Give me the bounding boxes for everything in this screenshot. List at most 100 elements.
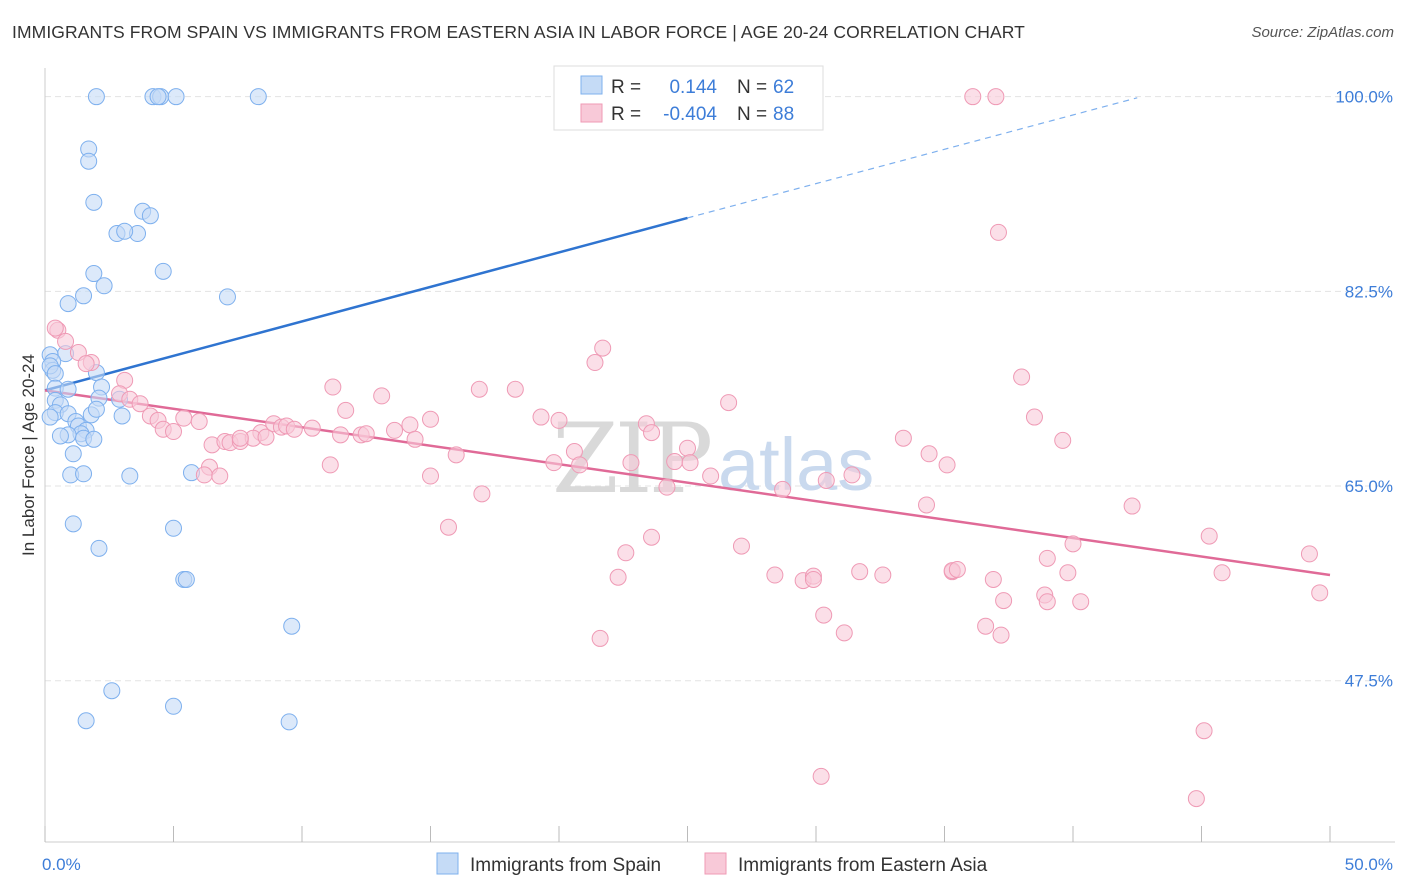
watermark-atlas: atlas — [718, 423, 874, 506]
point-eastern-asia — [439, 518, 457, 536]
x-tick-label-min: 0.0% — [42, 855, 81, 874]
point-eastern-asia — [984, 570, 1002, 588]
point-eastern-asia — [175, 409, 193, 427]
point-spain — [85, 265, 103, 283]
point-spain — [283, 617, 301, 635]
y-axis-label: In Labor Force | Age 20-24 — [19, 354, 38, 556]
point-spain — [41, 408, 59, 426]
point-eastern-asia — [406, 430, 424, 448]
point-eastern-asia — [643, 528, 661, 546]
point-spain — [64, 445, 82, 463]
point-spain — [280, 713, 298, 731]
point-spain — [85, 193, 103, 211]
legend-n-label-1: N = — [737, 77, 767, 98]
point-eastern-asia — [874, 566, 892, 584]
point-eastern-asia — [324, 378, 342, 396]
legend-swatch-spain — [580, 75, 603, 95]
point-spain — [85, 430, 103, 448]
point-eastern-asia — [817, 471, 835, 489]
point-eastern-asia — [332, 426, 350, 444]
point-eastern-asia — [77, 355, 95, 373]
point-spain — [167, 88, 185, 106]
point-eastern-asia — [938, 456, 956, 474]
point-eastern-asia — [894, 429, 912, 447]
chart-title: IMMIGRANTS FROM SPAIN VS IMMIGRANTS FROM… — [12, 22, 1025, 42]
point-eastern-asia — [1187, 790, 1205, 808]
point-spain — [165, 697, 182, 715]
point-eastern-asia — [285, 420, 303, 438]
point-eastern-asia — [766, 566, 784, 584]
point-eastern-asia — [622, 454, 640, 472]
point-spain — [80, 152, 98, 170]
point-eastern-asia — [609, 568, 627, 586]
point-spain — [77, 712, 95, 730]
bottom-legend-swatch-eastern-asia — [704, 852, 727, 875]
point-eastern-asia — [1213, 564, 1231, 582]
legend-n-value-2: 88 — [773, 104, 794, 125]
data-points — [41, 88, 1329, 808]
point-eastern-asia — [591, 629, 609, 647]
point-eastern-asia — [1072, 593, 1090, 611]
axes — [44, 68, 1395, 843]
point-spain — [218, 288, 236, 306]
y-tick-labels: 100.0% 82.5% 65.0% 47.5% — [1335, 88, 1393, 691]
point-eastern-asia — [679, 439, 696, 457]
point-eastern-asia — [995, 592, 1013, 610]
point-eastern-asia — [1054, 431, 1072, 449]
point-spain — [116, 222, 134, 240]
point-spain — [177, 570, 195, 588]
point-eastern-asia — [948, 560, 966, 578]
legend-n-label-2: N = — [737, 104, 767, 125]
point-eastern-asia — [373, 387, 391, 405]
point-eastern-asia — [1311, 584, 1329, 602]
point-eastern-asia — [422, 467, 439, 485]
point-spain — [149, 88, 167, 106]
point-eastern-asia — [1195, 722, 1213, 740]
stats-legend: R = 0.144 N = 62 R = -0.404 N = 88 — [553, 65, 824, 131]
point-eastern-asia — [804, 570, 822, 588]
y-tick-label: 100.0% — [1335, 88, 1393, 107]
legend-r-label-2: R = — [611, 104, 641, 125]
point-eastern-asia — [918, 496, 936, 514]
legend-swatch-eastern-asia — [580, 103, 603, 123]
point-spain — [90, 539, 108, 557]
point-eastern-asia — [812, 767, 830, 785]
point-eastern-asia — [732, 537, 750, 555]
point-eastern-asia — [506, 380, 524, 398]
point-eastern-asia — [702, 467, 720, 485]
point-eastern-asia — [386, 421, 404, 439]
point-eastern-asia — [1200, 527, 1218, 545]
watermark: ZIP atlas — [552, 403, 874, 515]
point-spain — [59, 380, 77, 398]
y-tick-label: 47.5% — [1345, 672, 1393, 691]
point-eastern-asia — [470, 380, 488, 398]
point-eastern-asia — [594, 339, 612, 357]
x-tick-labels: 0.0% 50.0% — [42, 855, 1393, 874]
point-spain — [103, 682, 121, 700]
point-eastern-asia — [46, 319, 64, 337]
point-spain — [75, 287, 93, 305]
point-eastern-asia — [987, 88, 1005, 106]
point-eastern-asia — [131, 395, 149, 413]
point-spain — [154, 262, 172, 280]
point-eastern-asia — [851, 563, 869, 581]
point-eastern-asia — [473, 485, 491, 503]
point-eastern-asia — [303, 419, 321, 437]
trend-lines — [44, 97, 1331, 577]
bottom-legend-eastern-asia: Immigrants from Eastern Asia — [738, 855, 988, 876]
point-spain — [95, 277, 113, 295]
legend-r-value-1: 0.144 — [669, 77, 717, 98]
point-eastern-asia — [643, 424, 661, 442]
point-eastern-asia — [586, 354, 604, 372]
point-eastern-asia — [1038, 549, 1056, 567]
bottom-legend-swatch-spain — [436, 852, 459, 875]
point-eastern-asia — [920, 445, 938, 463]
point-eastern-asia — [550, 411, 568, 429]
point-eastern-asia — [231, 429, 249, 447]
point-eastern-asia — [843, 466, 861, 484]
point-eastern-asia — [321, 456, 339, 474]
point-spain — [113, 407, 131, 425]
point-eastern-asia — [357, 425, 375, 443]
point-spain — [165, 519, 182, 537]
